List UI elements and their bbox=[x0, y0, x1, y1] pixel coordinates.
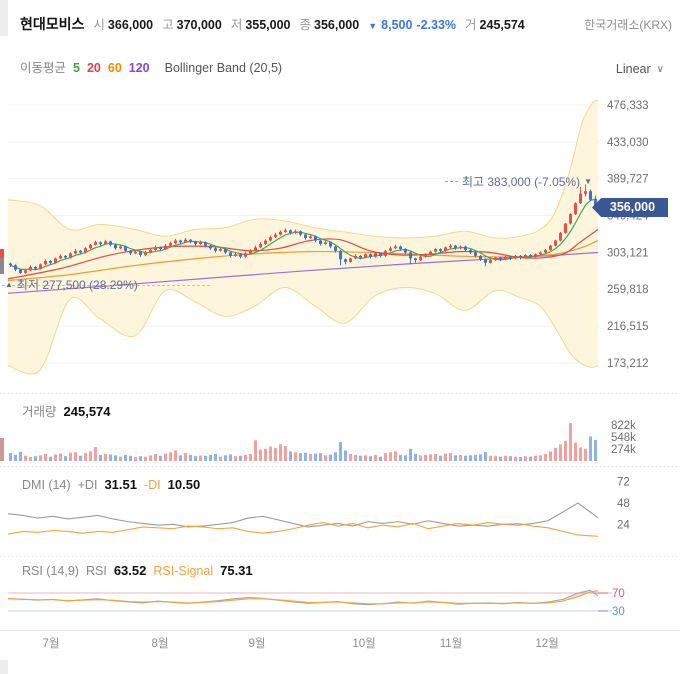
rsi-signal-label: RSI-Signal bbox=[153, 564, 214, 578]
ma-period-5: 5 bbox=[73, 61, 80, 75]
change-percent: -2.33% bbox=[416, 18, 457, 32]
svg-text:216,515: 216,515 bbox=[607, 321, 649, 333]
high-field: 고 370,000 bbox=[162, 18, 222, 32]
svg-text:548k: 548k bbox=[611, 432, 636, 444]
rsi-signal-value: 75.31 bbox=[220, 563, 253, 578]
change-value: 8,500 bbox=[381, 18, 413, 32]
open-field: 시 366,000 bbox=[93, 18, 154, 32]
low-field: 저 355,000 bbox=[230, 18, 291, 32]
chevron-down-icon: ∨ bbox=[656, 63, 664, 75]
svg-text:12월: 12월 bbox=[535, 637, 558, 650]
ma-legend-label: 이동평균 bbox=[20, 61, 67, 75]
svg-text:10월: 10월 bbox=[352, 637, 375, 650]
scale-label: Linear bbox=[615, 62, 651, 76]
svg-text:8월: 8월 bbox=[152, 637, 169, 650]
down-arrow-icon: ▼ bbox=[368, 21, 378, 31]
svg-text:274k: 274k bbox=[611, 444, 636, 456]
ma-period-60: 60 bbox=[107, 61, 122, 75]
svg-text:259,818: 259,818 bbox=[607, 284, 649, 296]
svg-text:11월: 11월 bbox=[440, 637, 463, 650]
price-change: ▼ 8,500 -2.33% bbox=[368, 18, 456, 32]
current-price-tag: 356,000 bbox=[592, 198, 668, 217]
svg-text:433,030: 433,030 bbox=[607, 137, 649, 149]
volume-value: 245,574 bbox=[63, 404, 111, 419]
svg-text:24: 24 bbox=[617, 519, 630, 531]
svg-text:30: 30 bbox=[612, 606, 625, 618]
rsi-value-label: RSI bbox=[85, 564, 107, 578]
bollinger-legend-label: Bollinger Band (20,5) bbox=[164, 61, 283, 75]
minus-di-label: -DI bbox=[143, 478, 161, 492]
dmi-header: DMI (14) +DI 31.51 -DI 10.50 bbox=[22, 477, 200, 492]
low-marker-icon: ▲ bbox=[5, 280, 13, 289]
volume-header: 거래량 245,574 bbox=[22, 401, 111, 420]
svg-text:48: 48 bbox=[617, 498, 630, 510]
svg-text:303,121: 303,121 bbox=[607, 247, 649, 259]
indicator-legend: 이동평균 5 20 60 120 Bollinger Band (20,5) bbox=[20, 57, 282, 76]
scrollbar-fragment-top bbox=[0, 0, 8, 36]
high-annotation-text: 최고 383,000 (-7.05%) bbox=[461, 175, 581, 189]
ma-period-20: 20 bbox=[86, 61, 101, 75]
volume-field: 거 245,574 bbox=[465, 18, 525, 32]
scale-selector[interactable]: Linear ∨ bbox=[616, 62, 664, 76]
minus-di-value: 10.50 bbox=[167, 477, 201, 492]
rsi-value: 63.52 bbox=[113, 563, 147, 578]
exchange-label: 한국거래소(KRX) bbox=[584, 18, 672, 32]
svg-text:72: 72 bbox=[617, 477, 630, 489]
svg-text:7월: 7월 bbox=[43, 637, 60, 650]
plus-di-label: +DI bbox=[77, 478, 98, 492]
scrollbar-fragment-bottom bbox=[0, 660, 8, 674]
rsi-label: RSI (14,9) bbox=[22, 564, 79, 578]
dmi-label: DMI (14) bbox=[22, 478, 71, 492]
quote-header: 현대모비스 시 366,000 고 370,000 저 355,000 종 35… bbox=[20, 14, 672, 34]
annotation-dash bbox=[444, 181, 458, 182]
svg-text:70: 70 bbox=[612, 588, 625, 600]
low-annotation: ▲ 최저 277,500 (28.29%) bbox=[5, 276, 138, 293]
svg-text:389,727: 389,727 bbox=[607, 174, 649, 186]
low-annotation-line bbox=[2, 285, 210, 286]
svg-text:173,212: 173,212 bbox=[607, 358, 649, 370]
rsi-header: RSI (14,9) RSI 63.52 RSI-Signal 75.31 bbox=[22, 563, 253, 578]
svg-text:476,333: 476,333 bbox=[607, 100, 649, 112]
ma-period-120: 120 bbox=[128, 61, 150, 75]
svg-text:822k: 822k bbox=[611, 420, 636, 432]
high-marker-icon: ▼ bbox=[584, 177, 592, 186]
stock-name: 현대모비스 bbox=[20, 16, 85, 32]
close-field: 종 356,000 bbox=[299, 18, 360, 32]
volume-label: 거래량 bbox=[22, 405, 57, 419]
svg-text:9월: 9월 bbox=[249, 637, 266, 650]
low-annotation-text: 최저 277,500 (28.29%) bbox=[16, 278, 138, 292]
high-annotation: 최고 383,000 (-7.05%) ▼ bbox=[410, 173, 592, 190]
plus-di-value: 31.51 bbox=[104, 477, 137, 492]
